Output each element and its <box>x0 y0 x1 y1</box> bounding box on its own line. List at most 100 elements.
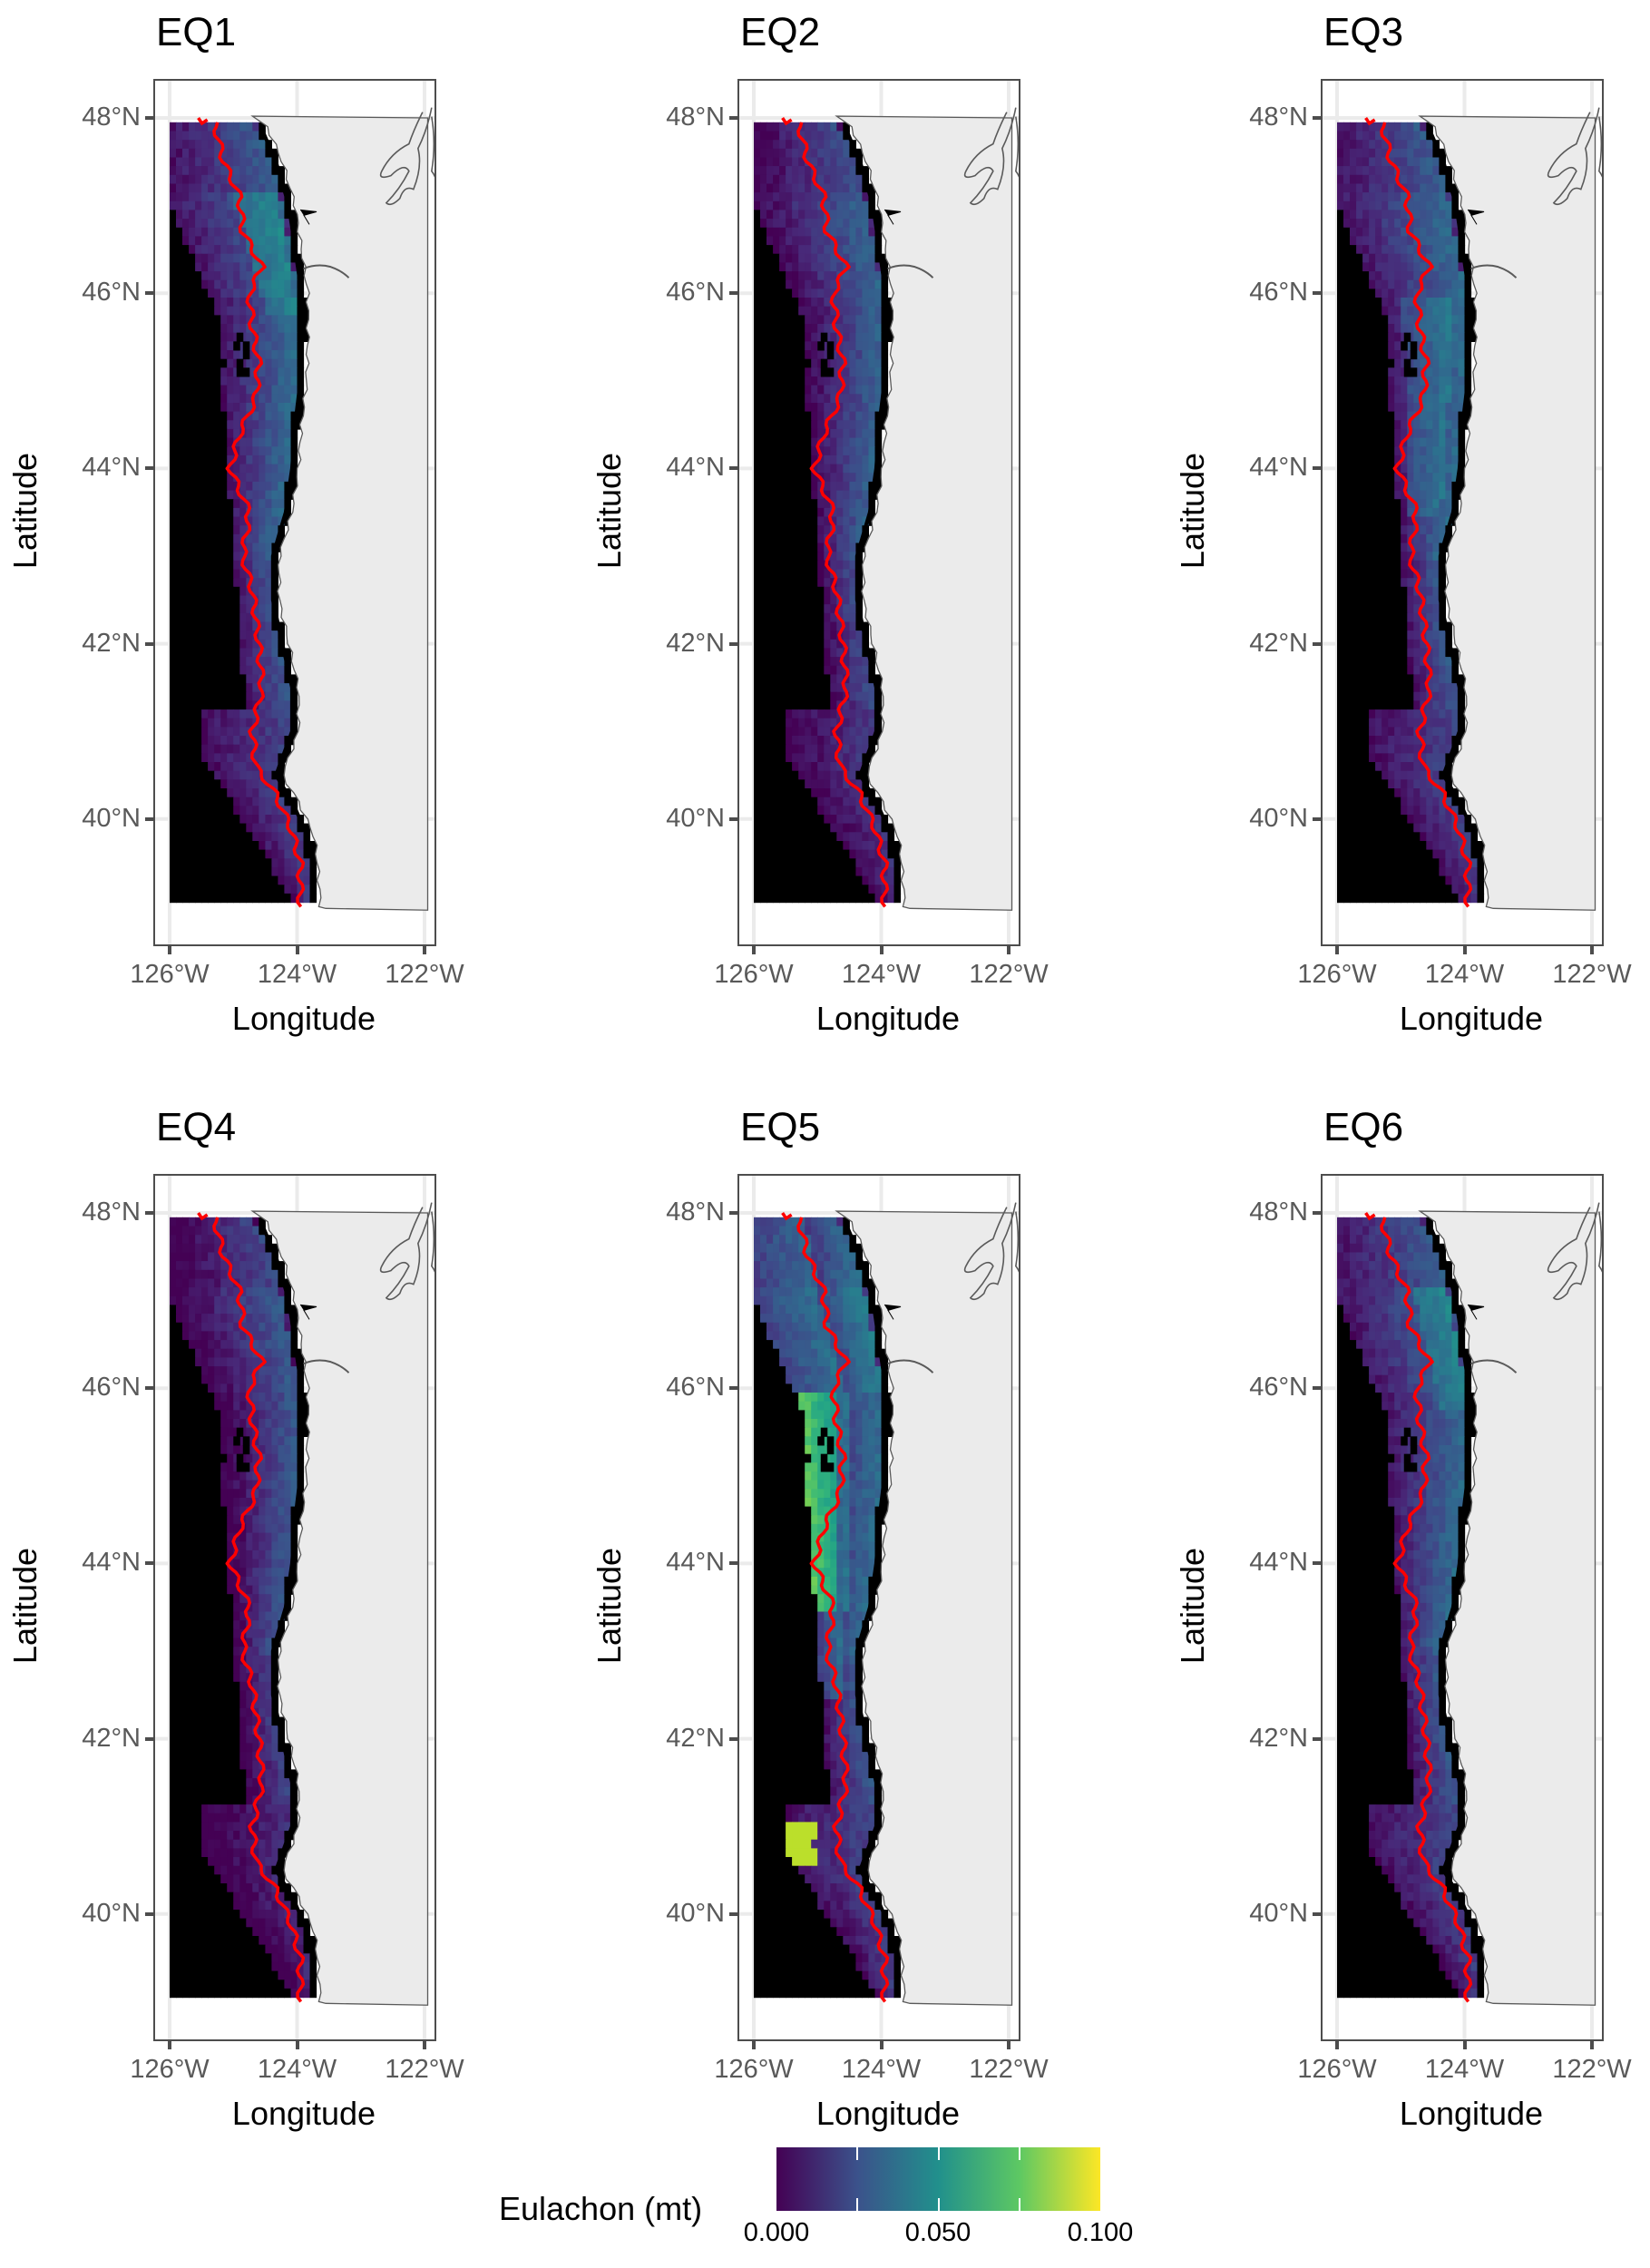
y-tick <box>1313 466 1321 471</box>
y-tick-label: 44°N <box>666 453 725 483</box>
puget-sound-outline <box>379 1202 434 1301</box>
x-tick-label: 122°W <box>969 960 1049 989</box>
y-axis-label: Latitude <box>1174 452 1211 570</box>
panel-title: EQ2 <box>740 10 821 54</box>
y-tick <box>1313 1911 1321 1916</box>
puget-sound-outline <box>963 1202 1019 1301</box>
y-tick-label: 42°N <box>1249 628 1308 658</box>
y-tick-label: 40°N <box>82 803 141 833</box>
map-plot-area <box>739 1176 1019 2039</box>
plot-frame <box>1321 79 1604 946</box>
land-polygon <box>835 1210 1013 2006</box>
x-tick <box>168 2041 171 2049</box>
panel-title: EQ4 <box>156 1105 237 1149</box>
y-tick-label: 40°N <box>666 1898 725 1928</box>
x-tick <box>295 2041 299 2049</box>
x-tick-label: 122°W <box>385 2055 464 2084</box>
biomass-grid <box>170 122 317 904</box>
colorbar-tick <box>1019 2147 1020 2160</box>
map-panel-eq2: EQ2 48°N 46°N 44°N 42°N 40°N 126°W 124°W 122°W La… <box>584 0 1092 1043</box>
x-tick-label: 124°W <box>841 960 922 989</box>
y-tick-label: 40°N <box>1249 1898 1308 1928</box>
panel-title: EQ3 <box>1323 10 1404 54</box>
x-tick-label: 124°W <box>257 960 337 989</box>
biomass-grid <box>754 122 902 904</box>
y-tick <box>729 1736 737 1741</box>
y-tick <box>145 1561 153 1566</box>
x-tick-label: 126°W <box>130 2055 210 2084</box>
map-plot-area <box>739 81 1019 944</box>
y-tick-label: 46°N <box>666 1373 725 1403</box>
colorbar <box>776 2147 1100 2211</box>
boundary-line <box>1380 1217 1473 2003</box>
y-tick <box>729 291 737 296</box>
y-axis-label: Latitude <box>6 452 44 570</box>
y-tick <box>1313 1736 1321 1741</box>
x-tick <box>295 946 299 954</box>
map-panel-eq6: EQ6 48°N 46°N 44°N 42°N 40°N 126°W 124°W 122°W La… <box>1167 1095 1650 2138</box>
y-tick-label: 48°N <box>1249 103 1308 132</box>
colorbar-legend: Eulachon (mt) 0.000 0.050 0.100 <box>490 2136 1179 2263</box>
x-tick-label: 122°W <box>1552 960 1632 989</box>
x-tick-label: 124°W <box>1424 960 1505 989</box>
x-tick <box>423 2041 426 2049</box>
y-tick <box>729 816 737 821</box>
land-polygon <box>1418 115 1596 911</box>
y-tick-label: 48°N <box>666 1198 725 1227</box>
x-axis-label: Longitude <box>815 1000 961 1037</box>
panel-title: EQ6 <box>1323 1105 1404 1149</box>
x-tick-label: 126°W <box>1297 960 1377 989</box>
y-tick <box>1313 641 1321 646</box>
x-tick <box>1462 946 1467 954</box>
y-tick <box>145 116 153 120</box>
y-tick-label: 46°N <box>82 278 141 308</box>
x-tick <box>1335 2041 1339 2049</box>
x-tick <box>1007 946 1011 954</box>
y-tick-label: 46°N <box>82 1373 141 1403</box>
x-tick-label: 122°W <box>969 2055 1049 2084</box>
y-tick <box>145 1911 153 1916</box>
y-tick <box>1313 291 1321 296</box>
y-tick-label: 42°N <box>666 1723 725 1753</box>
map-plot-area <box>155 81 434 944</box>
x-tick <box>1007 2041 1011 2049</box>
y-tick <box>729 1561 737 1566</box>
y-tick-label: 42°N <box>1249 1723 1308 1753</box>
plot-frame <box>153 1174 436 2041</box>
x-tick <box>423 946 426 954</box>
y-tick-label: 42°N <box>82 628 141 658</box>
x-tick-label: 124°W <box>841 2055 922 2084</box>
y-tick-label: 40°N <box>82 1898 141 1928</box>
y-tick <box>145 641 153 646</box>
y-tick-label: 42°N <box>82 1723 141 1753</box>
map-panel-eq4: EQ4 48°N 46°N 44°N 42°N 40°N 126°W 124°W 122°W La… <box>0 1095 508 2138</box>
colorbar-label-min: 0.000 <box>743 2218 810 2247</box>
x-tick <box>879 946 884 954</box>
x-tick-label: 122°W <box>385 960 464 989</box>
y-tick <box>729 466 737 471</box>
colorbar-label-mid: 0.050 <box>904 2218 971 2247</box>
y-tick-label: 48°N <box>82 103 141 132</box>
plot-frame <box>737 79 1020 946</box>
plot-frame <box>737 1174 1020 2041</box>
y-tick <box>145 1211 153 1215</box>
puget-sound-outline <box>1547 107 1602 206</box>
x-tick-label: 126°W <box>130 960 210 989</box>
y-tick <box>1313 1386 1321 1391</box>
y-tick-label: 48°N <box>82 1198 141 1227</box>
y-tick <box>1313 116 1321 120</box>
x-tick-label: 126°W <box>714 960 794 989</box>
y-tick-label: 44°N <box>82 453 141 483</box>
colorbar-label-max: 0.100 <box>1067 2218 1134 2247</box>
colorbar-tick <box>856 2147 858 2160</box>
colorbar-tick <box>938 2198 940 2211</box>
y-tick-label: 40°N <box>666 803 725 833</box>
land-polygon <box>250 1210 429 2006</box>
boundary-line <box>212 1217 306 2003</box>
x-axis-label: Longitude <box>1399 1000 1544 1037</box>
land-polygon <box>1418 1210 1596 2006</box>
map-plot-area <box>155 1176 434 2039</box>
x-axis-label: Longitude <box>1399 2095 1544 2132</box>
land-polygon <box>250 115 429 911</box>
map-panel-eq3: EQ3 48°N 46°N 44°N 42°N 40°N 126°W 124°W 122°W La… <box>1167 0 1650 1043</box>
